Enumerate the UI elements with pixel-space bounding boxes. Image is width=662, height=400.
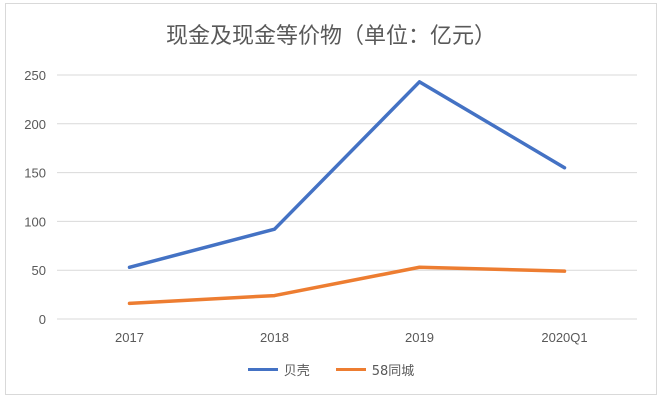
data-point: [563, 166, 566, 170]
chart-title: 现金及现金等价物（单位：亿元）: [165, 24, 496, 49]
legend-label: 58同城: [371, 364, 415, 379]
legend-item-58: 58同城: [335, 360, 415, 379]
data-point: [418, 80, 421, 84]
x-tick-label: 2017: [115, 330, 144, 345]
legend-swatch: [335, 368, 366, 371]
series-line-0: [127, 80, 567, 270]
data-point: [128, 301, 131, 305]
y-tick-label: 50: [32, 263, 46, 278]
y-tick-label: 150: [24, 166, 46, 181]
data-point: [273, 227, 276, 231]
x-tick-label: 2019: [405, 330, 434, 345]
data-point: [563, 269, 566, 273]
y-tick-label: 100: [24, 214, 46, 229]
data-point: [273, 294, 276, 298]
x-tick-label: 2020Q1: [541, 330, 587, 345]
legend-label: 贝壳: [283, 364, 310, 379]
y-tick-label: 200: [24, 117, 46, 132]
legend: 贝壳 58同城: [0, 360, 662, 379]
y-tick-label: 0: [39, 312, 46, 327]
legend-swatch: [247, 368, 278, 371]
data-point: [418, 265, 421, 269]
x-tick-label: 2018: [260, 330, 289, 345]
series-line-1: [127, 265, 567, 306]
y-tick-label: 250: [24, 68, 46, 83]
legend-item-beike: 贝壳: [247, 360, 310, 379]
chart-frame: [5, 3, 657, 395]
data-point: [128, 265, 131, 269]
